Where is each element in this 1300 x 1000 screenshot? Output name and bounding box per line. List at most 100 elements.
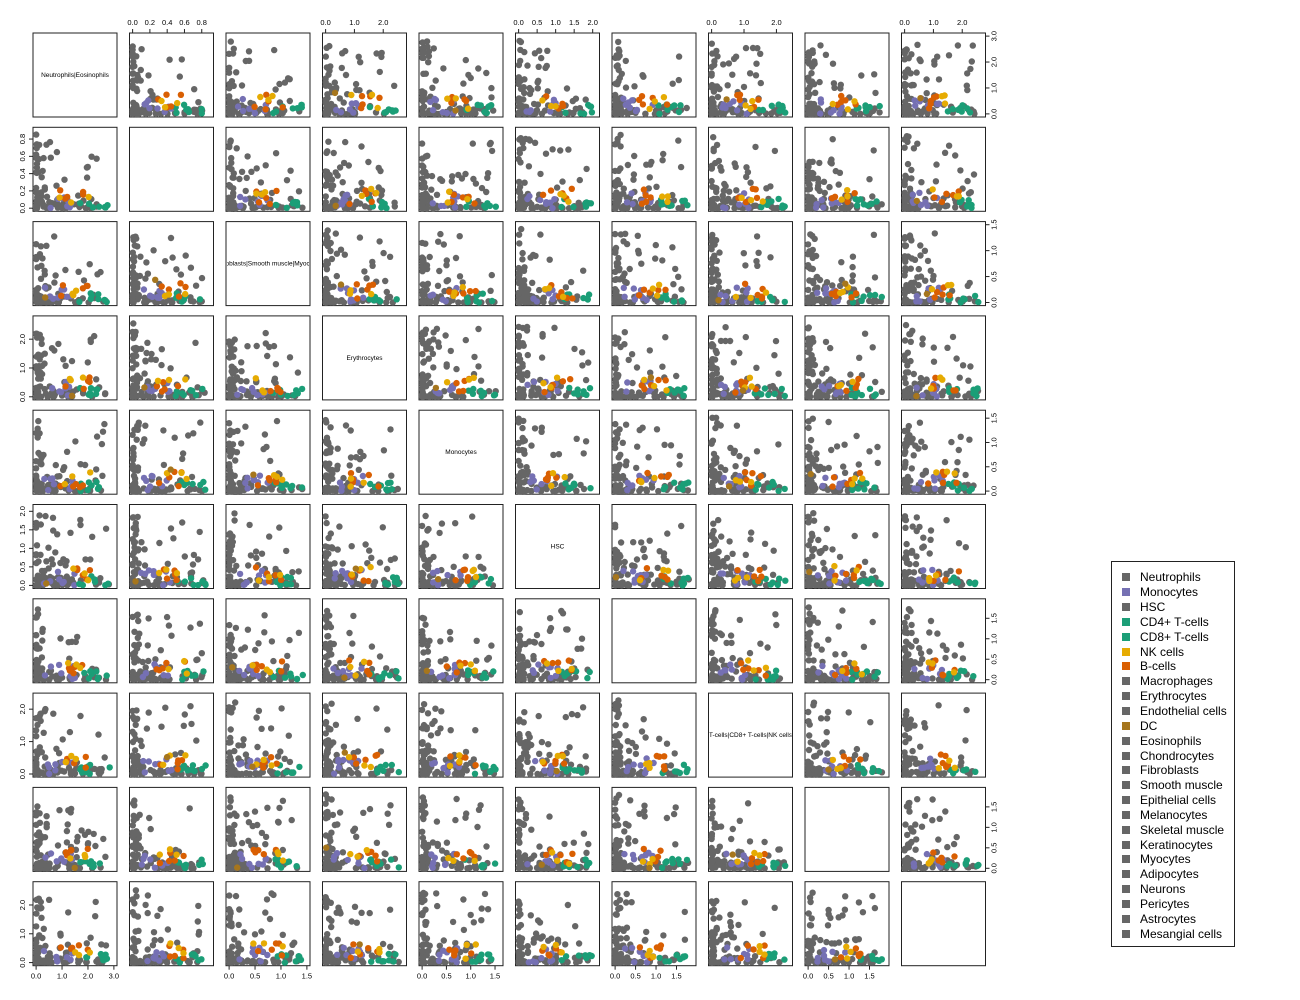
data-point — [573, 435, 580, 442]
data-point — [805, 203, 812, 210]
data-point — [621, 293, 628, 300]
data-point — [559, 178, 566, 185]
data-point — [775, 441, 782, 448]
data-point — [192, 282, 200, 289]
data-point — [419, 168, 427, 176]
data-point — [336, 479, 344, 486]
data-point — [418, 299, 426, 306]
data-point — [492, 203, 499, 210]
data-point — [711, 201, 718, 209]
data-point — [165, 286, 173, 293]
data-point — [931, 477, 938, 484]
data-point — [872, 391, 879, 398]
data-point — [631, 83, 638, 90]
data-point — [578, 349, 586, 356]
data-point — [448, 178, 455, 185]
data-point — [815, 466, 822, 474]
data-point — [871, 274, 879, 281]
data-point — [67, 199, 75, 206]
data-point — [353, 454, 360, 461]
data-point — [736, 452, 743, 460]
data-point — [55, 340, 62, 348]
data-point — [104, 202, 111, 209]
data-point — [949, 105, 956, 113]
data-point — [200, 478, 207, 486]
data-point — [635, 250, 642, 257]
data-point — [86, 261, 93, 268]
data-point — [230, 108, 237, 115]
data-point — [814, 182, 822, 190]
panel-4-5 — [515, 409, 600, 495]
data-point — [924, 257, 932, 265]
data-point — [935, 76, 943, 83]
data-point — [828, 195, 836, 202]
data-point — [934, 100, 941, 108]
data-point — [753, 194, 761, 202]
panel-4-2 — [225, 409, 311, 495]
data-point — [444, 95, 451, 102]
data-point — [901, 450, 908, 457]
data-point — [378, 53, 385, 61]
data-point — [141, 370, 148, 377]
data-point — [964, 177, 971, 185]
data-point — [478, 184, 486, 192]
panel-3-7 — [708, 315, 793, 401]
data-point — [433, 191, 441, 198]
data-point — [828, 290, 836, 297]
data-point — [753, 448, 761, 455]
data-point — [227, 38, 234, 45]
data-point — [770, 481, 777, 488]
data-point — [730, 359, 737, 366]
data-point — [521, 76, 528, 83]
data-point — [490, 392, 498, 399]
data-point — [238, 440, 245, 447]
data-point — [419, 381, 426, 388]
panel-5-0 — [32, 504, 118, 589]
data-point — [740, 83, 748, 91]
data-point — [158, 283, 165, 290]
data-point — [870, 147, 877, 154]
data-point — [197, 419, 204, 426]
data-point — [133, 384, 141, 391]
data-point — [143, 477, 150, 484]
data-point — [837, 85, 844, 92]
data-point — [490, 107, 497, 114]
data-point — [338, 64, 345, 72]
data-point — [946, 292, 953, 299]
data-point — [462, 170, 469, 178]
data-point — [836, 110, 843, 117]
data-point — [616, 265, 623, 272]
data-point — [964, 70, 971, 77]
data-point — [358, 92, 366, 100]
data-point — [271, 46, 278, 54]
data-point — [52, 461, 59, 469]
data-point — [287, 167, 294, 174]
data-point — [906, 432, 913, 439]
data-point — [844, 198, 851, 206]
data-point — [138, 46, 145, 53]
data-point — [651, 393, 658, 400]
data-point — [244, 343, 251, 350]
data-point — [264, 352, 271, 360]
data-point — [559, 102, 567, 110]
data-point — [732, 293, 740, 301]
data-point — [488, 297, 496, 305]
data-point — [516, 136, 523, 143]
data-point — [421, 89, 428, 96]
data-point — [955, 446, 962, 454]
data-point — [352, 80, 360, 88]
data-point — [49, 385, 56, 392]
data-point — [48, 345, 56, 352]
data-point — [948, 281, 955, 289]
data-point — [474, 101, 481, 109]
data-point — [719, 192, 726, 199]
data-point — [429, 106, 437, 114]
data-point — [841, 469, 849, 476]
data-point — [358, 192, 366, 199]
data-point — [133, 53, 140, 60]
data-point — [919, 335, 926, 342]
data-point — [805, 286, 812, 294]
panel-2-2: Fibroblasts|Smooth muscle|Myocytes — [225, 221, 311, 307]
data-point — [902, 321, 910, 329]
data-point — [660, 94, 668, 101]
